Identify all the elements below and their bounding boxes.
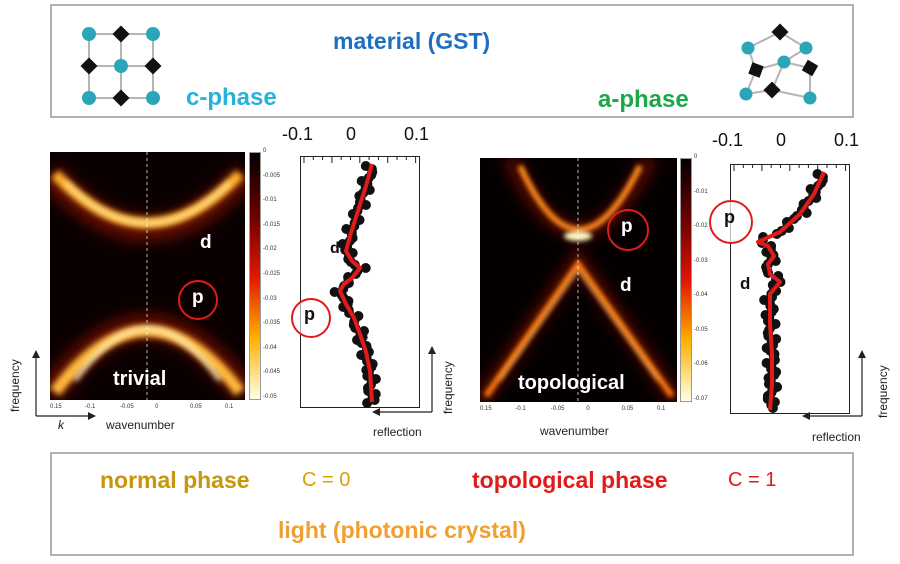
colorbar-tick: -0.01 — [694, 188, 708, 195]
x-tick-label: 0.15 — [50, 404, 62, 410]
topological-band-heatmap — [480, 158, 677, 402]
colorbar-tick: -0.02 — [263, 246, 277, 253]
x-tick-label: 0.15 — [480, 406, 492, 412]
right-reflection-xlabel: reflection — [812, 430, 861, 444]
normal-phase-label: normal phase — [100, 467, 250, 493]
right-reflection-p-circle — [709, 200, 753, 244]
x-tick-label: 0.05 — [190, 404, 202, 410]
left-reflection-xticks: -0.1 0 0.1 — [282, 124, 442, 146]
left-reflection-d-label: d — [330, 240, 340, 257]
x-tick-label: 0.05 — [621, 406, 634, 412]
right-x-ticks: 0.15 -0.1 -0.05 0 0.05 0.1 — [480, 406, 677, 416]
reflection-tick-label: 0.1 — [404, 124, 430, 144]
colorbar-tick: -0.005 — [263, 172, 281, 179]
colorbar-tick: 0 — [694, 154, 698, 160]
light-photonic-label: light (photonic crystal) — [278, 517, 526, 543]
colorbar-tick: -0.02 — [694, 223, 708, 230]
right-colorbar-ticks: 0 -0.01 -0.02 -0.03 -0.04 -0.05 -0.06 -0.07 — [694, 154, 720, 404]
colorbar-tick: -0.04 — [694, 292, 708, 299]
right-xlabel: wavenumber — [540, 424, 609, 438]
left-reflection-p-label: p — [304, 304, 315, 324]
right-p-circle — [607, 209, 649, 251]
topological-label: topological — [518, 372, 625, 394]
colorbar-tick: -0.025 — [263, 271, 281, 277]
topological-phase-label: topological phase — [472, 467, 668, 493]
c-phase-lattice — [80, 25, 162, 107]
chern-c0-label: C = 0 — [302, 469, 351, 491]
colorbar-tick: -0.07 — [694, 396, 708, 402]
colorbar-tick: -0.04 — [263, 344, 277, 351]
right-p-label: p — [621, 216, 633, 237]
left-colorbar — [249, 152, 261, 400]
chern-c1-label: C = 1 — [728, 469, 777, 491]
right-reflection-xticks: -0.1 0 0.1 — [712, 130, 872, 152]
colorbar-tick: -0.05 — [263, 394, 277, 400]
x-tick-label: 0 — [586, 406, 590, 412]
x-tick-label: 0.1 — [657, 406, 666, 412]
colorbar-tick: -0.05 — [694, 326, 708, 333]
x-tick-label: -0.1 — [85, 404, 96, 410]
x-tick-label: 0 — [155, 404, 159, 410]
x-tick-label: -0.05 — [120, 404, 134, 410]
a-phase-lattice — [739, 23, 819, 105]
left-frequency-label: frequency — [8, 359, 22, 412]
trivial-label: trivial — [113, 368, 167, 390]
x-tick-label: 0.1 — [225, 404, 234, 410]
right-reflection-d-label: d — [740, 274, 751, 293]
reflection-tick-label: 0 — [776, 130, 787, 150]
right-colorbar — [680, 158, 692, 402]
colorbar-tick: -0.03 — [263, 295, 277, 302]
x-tick-label: -0.05 — [550, 406, 565, 412]
colorbar-tick: -0.03 — [694, 257, 708, 264]
x-tick-label: -0.1 — [515, 406, 526, 412]
colorbar-tick: -0.01 — [263, 197, 277, 204]
left-colorbar-ticks: 0 -0.005 -0.01 -0.015 -0.02 -0.025 -0.03 -0.035… — [263, 148, 293, 402]
reflection-fit-line — [338, 163, 374, 403]
right-d-label: d — [620, 275, 632, 296]
reflection-tick-label: -0.1 — [282, 124, 314, 144]
c-phase-label: c-phase — [186, 84, 277, 111]
left-xlabel: wavenumber — [106, 418, 175, 432]
reflection-tick-label: 0.1 — [834, 130, 860, 150]
photonic-panel — [50, 452, 854, 556]
reflection-tick-label: 0 — [346, 124, 357, 144]
left-reflection-arrows — [372, 346, 436, 416]
colorbar-tick: -0.06 — [694, 361, 708, 368]
a-phase-label: a-phase — [598, 86, 689, 113]
material-title: material (GST) — [333, 28, 491, 54]
colorbar-tick: -0.045 — [263, 369, 281, 376]
trivial-band-heatmap — [50, 152, 245, 400]
left-reflection-plot — [300, 156, 420, 408]
left-d-label: d — [200, 232, 212, 253]
left-axis-arrows — [32, 350, 96, 420]
colorbar-tick: -0.035 — [263, 320, 281, 327]
left-reflection-xlabel: reflection — [373, 425, 422, 439]
right-reflection-p-label: p — [724, 207, 735, 227]
right-reflection-plot — [730, 164, 850, 414]
reflection-tick-label: -0.1 — [712, 130, 744, 150]
left-p-label: p — [192, 287, 204, 308]
colorbar-tick: 0 — [263, 148, 267, 154]
right-reflection-arrows — [802, 350, 866, 420]
material-panel — [50, 4, 854, 118]
reflection-fit-line — [756, 171, 826, 411]
k-label: k — [58, 418, 64, 432]
left-reflection-ylabel: frequency — [441, 361, 455, 414]
right-reflection-ylabel: frequency — [876, 365, 890, 418]
left-x-ticks: 0.15 -0.1 -0.05 0 0.05 0.1 — [50, 404, 245, 414]
left-p-circle — [178, 280, 218, 320]
left-reflection-p-circle — [291, 298, 331, 338]
colorbar-tick: -0.015 — [263, 221, 281, 228]
